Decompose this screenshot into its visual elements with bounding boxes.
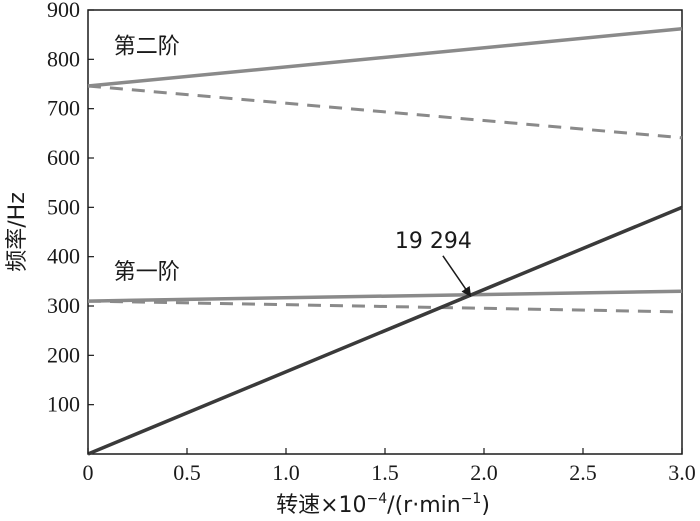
excitation-line	[87, 205, 683, 456]
y-tick-label: 600	[47, 145, 80, 170]
y-axis-ticks: 100 200 300 400 500 600 700 800 900	[47, 0, 94, 417]
crossing-arrow	[442, 255, 472, 297]
x-axis-ticks: 0 0.5 1.0 1.5 2.0 2.5 3.0	[83, 448, 696, 485]
first-mode-forward-line	[87, 289, 683, 303]
x-tick-label: 2.0	[470, 460, 498, 485]
y-tick-label: 400	[47, 244, 80, 269]
x-tick-label: 2.5	[569, 460, 597, 485]
y-tick-label: 800	[47, 46, 80, 71]
second-mode-forward-line	[87, 27, 683, 88]
x-tick-label: 0	[83, 460, 94, 485]
second-mode-backward-line	[87, 84, 683, 140]
x-tick-label: 1.0	[272, 460, 300, 485]
first-mode-backward-line	[87, 299, 683, 314]
mode-label: 第一阶	[114, 260, 180, 285]
y-tick-label: 200	[47, 342, 80, 367]
x-tick-label: 3.0	[668, 460, 696, 485]
series-layer	[87, 27, 683, 456]
y-tick-label: 500	[47, 194, 80, 219]
x-axis-label: 转速×10−4/(r·min−1)	[276, 491, 490, 518]
x-tick-label: 0.5	[173, 460, 201, 485]
x-tick-label: 1.5	[371, 460, 399, 485]
y-axis-label: 频率/Hz	[5, 192, 30, 272]
crossing-speed-label: 19 294	[395, 229, 472, 254]
y-tick-label: 100	[47, 392, 80, 417]
y-tick-label: 900	[47, 0, 80, 22]
mode-label: 第二阶	[114, 34, 180, 59]
y-tick-label: 300	[47, 293, 80, 318]
y-tick-label: 700	[47, 96, 80, 121]
